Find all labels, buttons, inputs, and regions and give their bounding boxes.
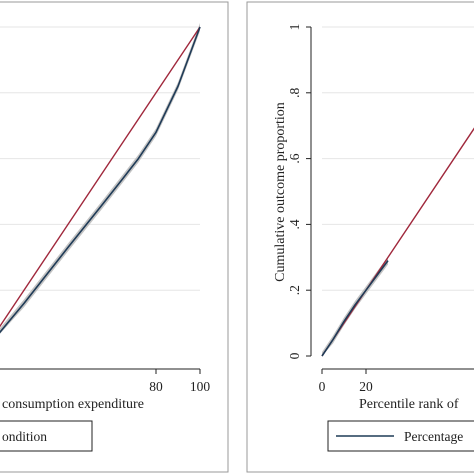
right-axes	[310, 27, 474, 370]
right-x-tick-label: 0	[319, 379, 326, 394]
left-x-axis-title: consumption expenditure	[2, 397, 144, 412]
right-x-tick-label: 20	[359, 379, 373, 394]
right-chart-panel: 0 .2 .4 .6 .8 1 0 20 Cumulative outcome proport…	[246, 1, 474, 473]
right-y-tick-label: .6	[287, 153, 302, 163]
right-y-tick-label: .4	[287, 219, 302, 229]
left-legend-label: ondition	[2, 429, 47, 444]
right-y-tick-label: 0	[287, 352, 302, 359]
right-y-tick-label: .2	[287, 285, 302, 295]
right-panel-frame	[246, 1, 474, 473]
right-y-tick-label: 1	[287, 24, 302, 31]
left-x-tick-label: 80	[149, 379, 163, 394]
right-concentration-line	[321, 260, 389, 357]
left-concentration-line	[0, 26, 201, 334]
right-y-tick-label: .8	[287, 87, 302, 97]
left-series-lines	[0, 26, 201, 334]
right-y-axis-title: Cumulative outcome proportion	[273, 102, 288, 282]
right-gridlines	[322, 26, 474, 291]
left-ticks: 80 100	[149, 369, 210, 394]
right-ticks: 0 .2 .4 .6 .8 1 0 20	[287, 24, 373, 394]
right-series-lines	[321, 127, 474, 357]
left-chart-panel: 80 100 consumption expenditure ondition	[0, 1, 229, 473]
left-panel-frame	[0, 1, 229, 473]
left-legend-box	[0, 420, 93, 452]
left-x-tick-label: 100	[190, 379, 211, 394]
right-x-axis-title: Percentile rank of	[359, 397, 459, 412]
left-gridlines	[0, 26, 200, 291]
left-equality-line	[0, 26, 201, 328]
right-legend-label: Percentage	[404, 429, 463, 444]
